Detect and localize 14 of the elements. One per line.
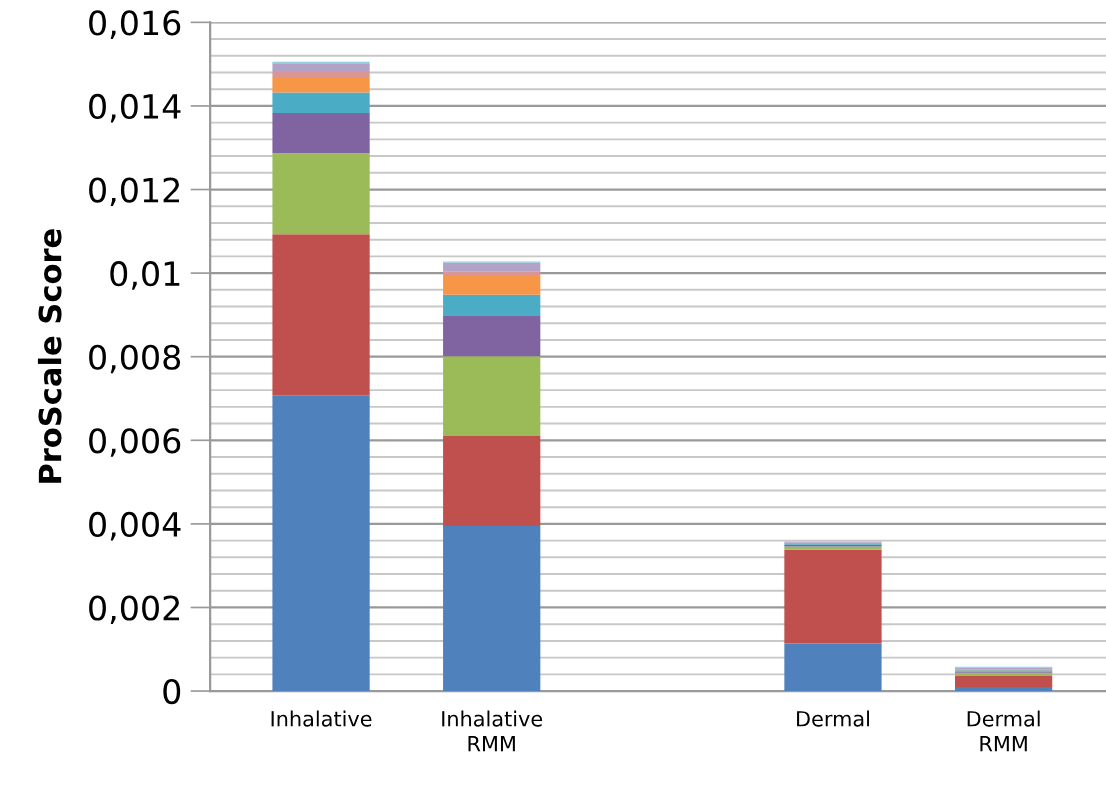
y-tick-label: 0,002 xyxy=(89,595,180,625)
y-tick-label: 0,01 xyxy=(110,261,180,290)
y-tick-label: 0,008 xyxy=(89,344,181,374)
y-tick-label: 0,012 xyxy=(89,177,180,207)
y-tick-label: 0,006 xyxy=(89,428,181,457)
y-tick-label: 0 xyxy=(163,678,181,705)
y-tick-label: 0,014 xyxy=(89,93,181,123)
x-tick-label: Dermal RMM xyxy=(967,710,1040,752)
x-tick-label: Dermal xyxy=(797,710,869,727)
y-tick-label: 0,016 xyxy=(89,10,181,39)
x-tick-label: Inhalative xyxy=(271,710,372,727)
y-tick-label: 0,004 xyxy=(89,511,181,541)
y-axis-title: ProScale Score xyxy=(37,229,62,483)
x-tick-label: Inhalative RMM xyxy=(442,710,543,752)
